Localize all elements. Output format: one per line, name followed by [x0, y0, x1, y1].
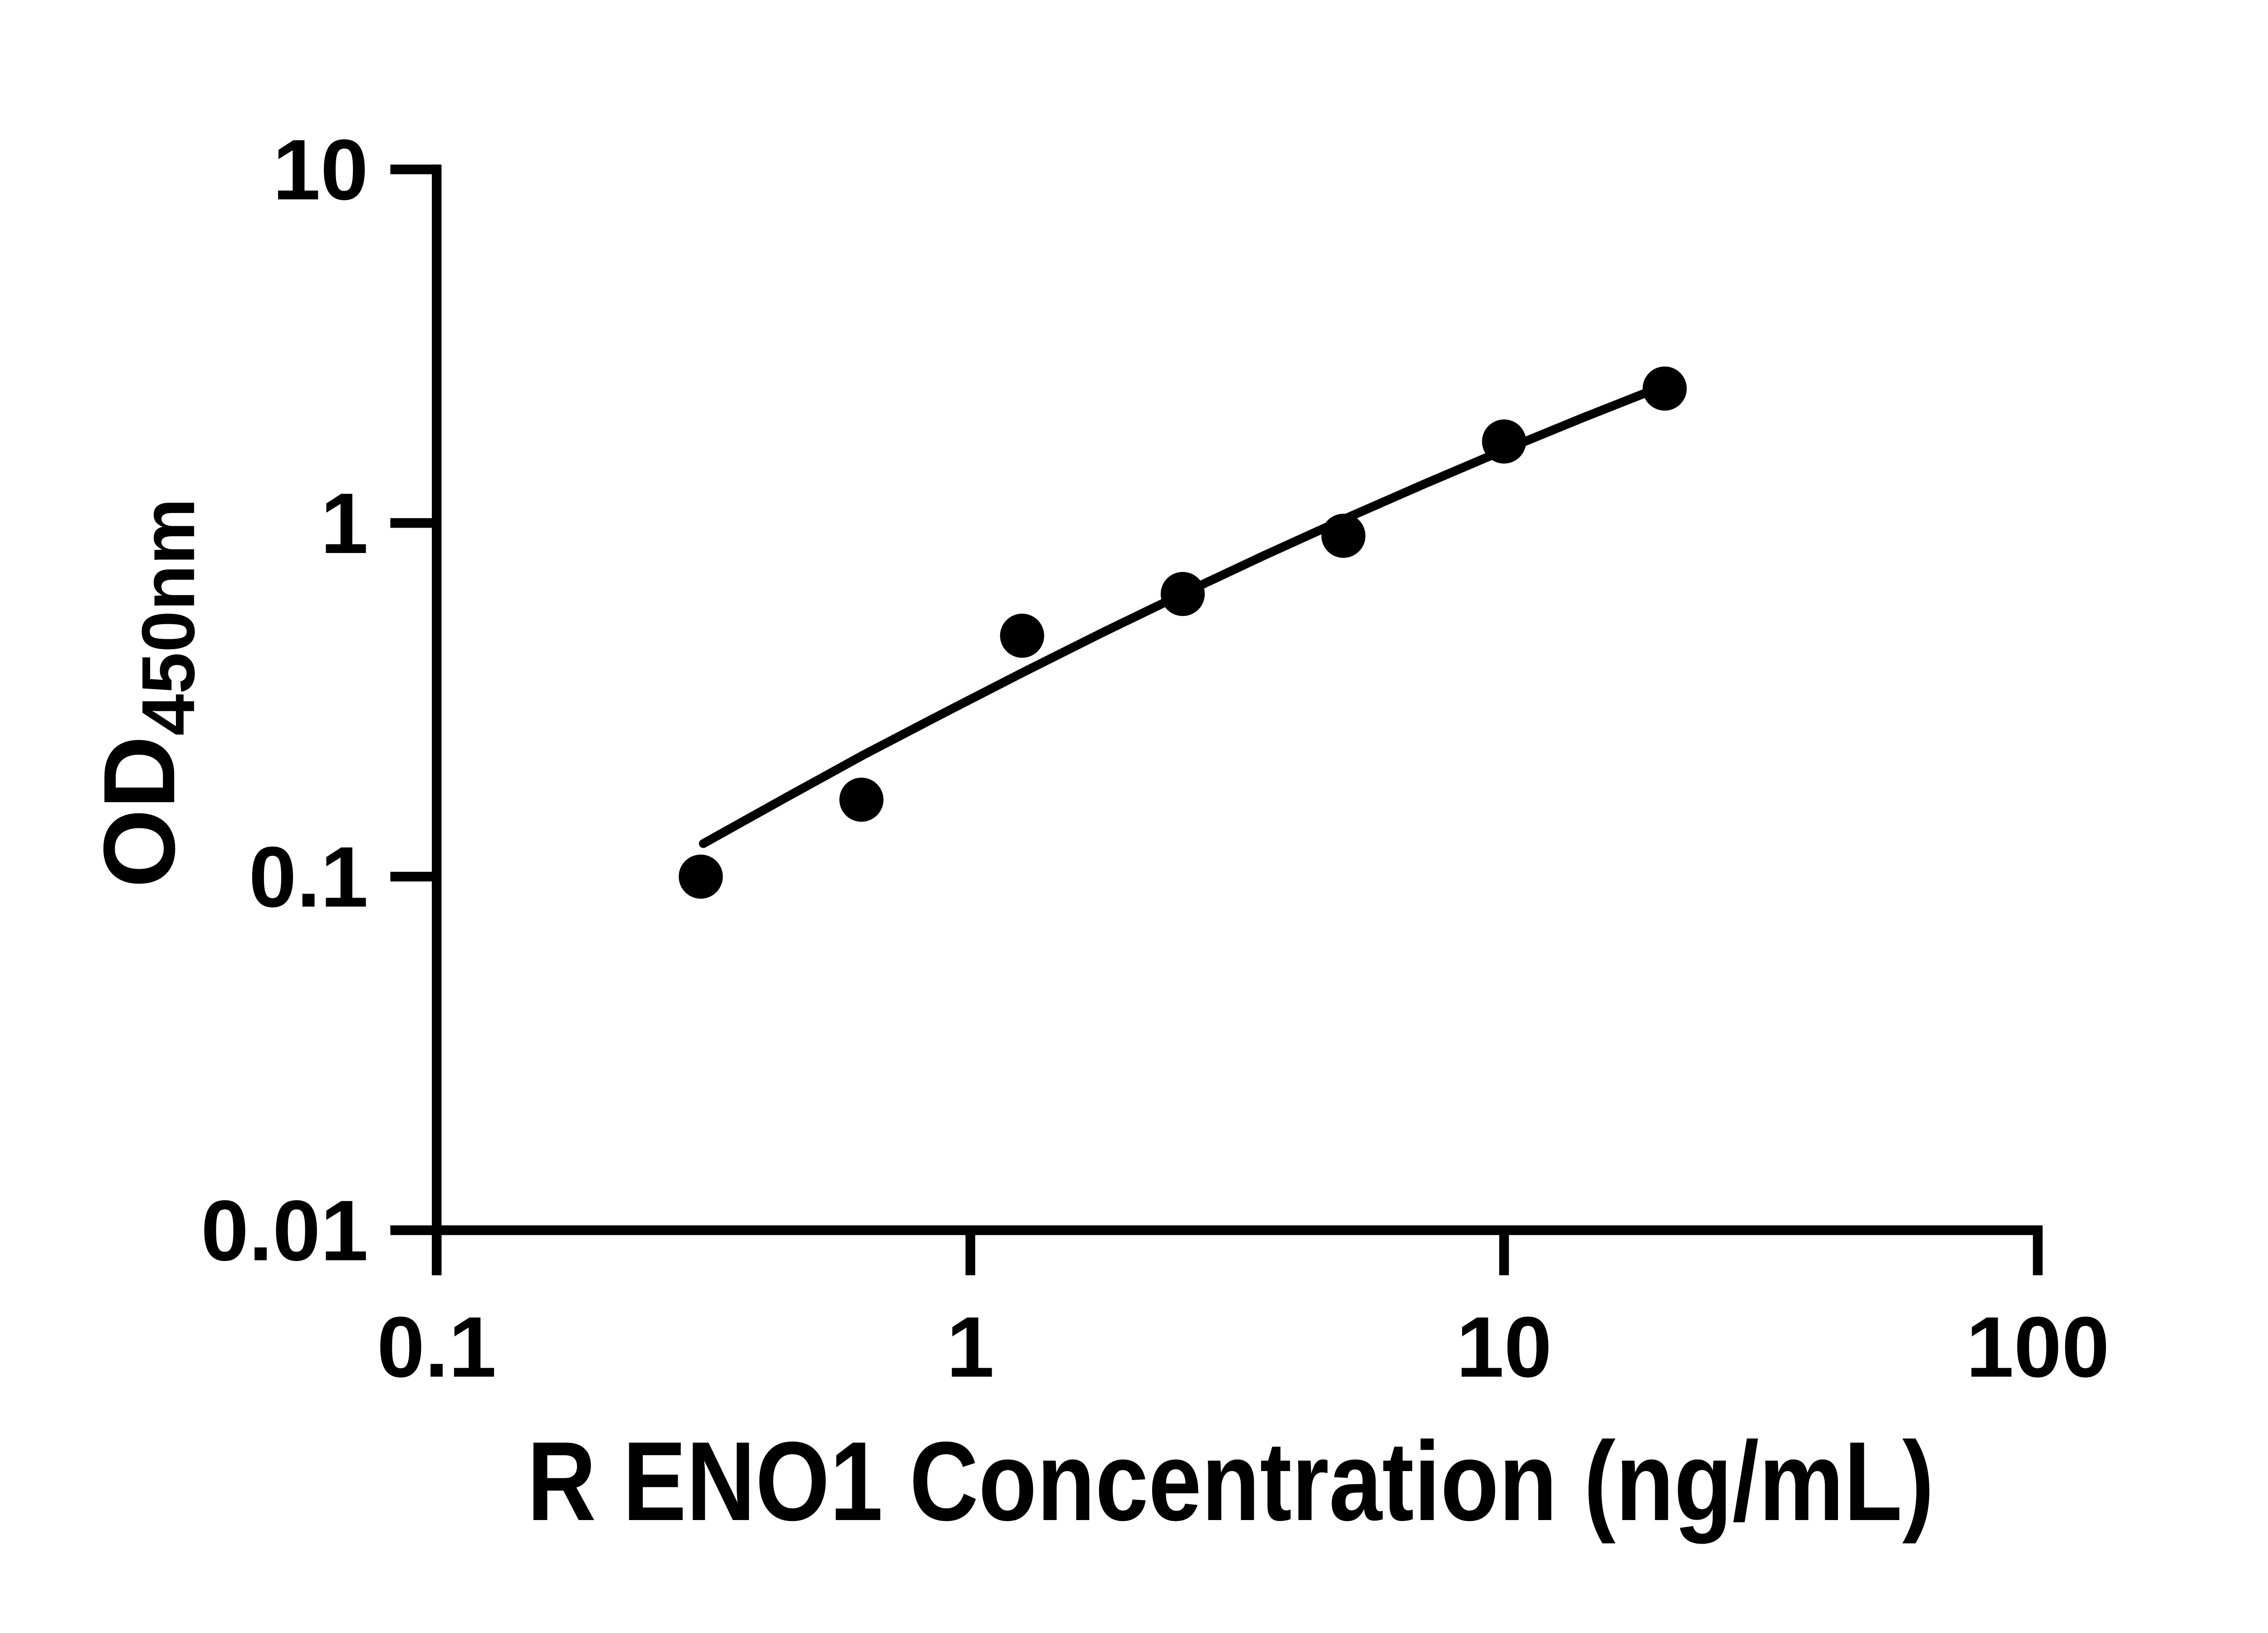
- data-point: [679, 854, 723, 899]
- x-tick-label: 10: [1456, 1299, 1552, 1395]
- y-axis-title-sub: 450nm: [127, 498, 210, 736]
- x-axis-ticks: 0.1 1 10 100: [377, 1230, 2110, 1395]
- x-tick-label: 0.1: [377, 1299, 497, 1395]
- y-tick-label: 0.1: [249, 829, 368, 925]
- y-tick-label: 1: [320, 475, 368, 572]
- y-tick-label: 0.01: [201, 1183, 368, 1279]
- data-points: [679, 366, 1687, 899]
- data-point: [1160, 572, 1205, 616]
- data-point: [839, 777, 884, 822]
- data-point: [1000, 613, 1044, 658]
- x-axis-title: R ENO1 Concentration (ng/mL): [527, 1418, 1934, 1544]
- data-point: [1482, 419, 1526, 464]
- y-axis-ticks: 10 1 0.1 0.01: [201, 122, 437, 1279]
- axes: [431, 164, 2043, 1276]
- y-axis-title: OD450nm: [83, 498, 210, 888]
- x-tick-label: 100: [1966, 1299, 2109, 1395]
- y-tick-label: 10: [273, 122, 368, 218]
- y-axis-title-main: OD: [83, 736, 196, 888]
- x-tick-label: 1: [947, 1299, 994, 1395]
- data-point: [1642, 366, 1687, 411]
- data-point: [1321, 513, 1366, 558]
